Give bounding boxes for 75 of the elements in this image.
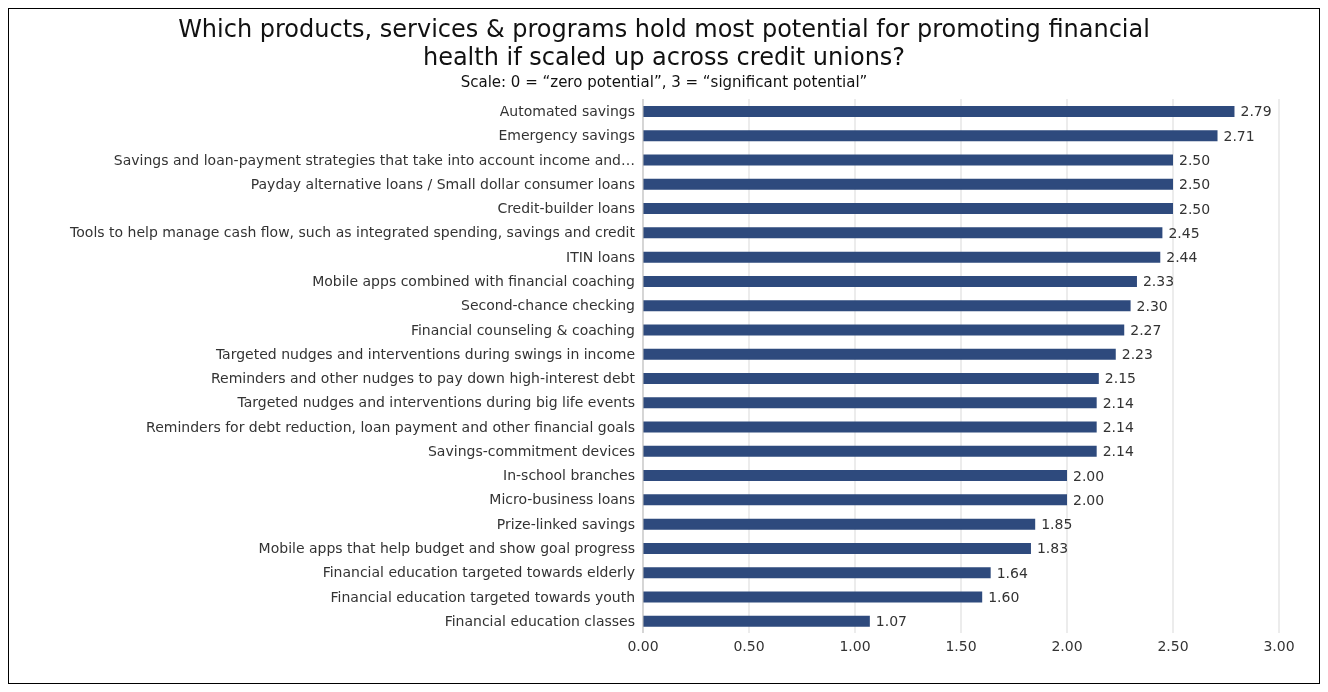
x-tick-label: 0.00: [627, 637, 659, 654]
x-tick-label: 1.00: [839, 637, 871, 654]
y-tick-label: Payday alternative loans / Small dollar consumer loans: [250, 175, 635, 192]
data-label: 2.30: [1136, 297, 1168, 314]
y-tick-label: ITIN loans: [566, 248, 635, 265]
y-tick-label: Micro-business loans: [489, 491, 635, 508]
data-label: 1.83: [1036, 540, 1069, 557]
bar: [643, 348, 1116, 360]
bar: [643, 324, 1125, 336]
bar: [643, 178, 1173, 190]
bar: [643, 106, 1235, 117]
bar: [643, 421, 1097, 433]
bar: [643, 203, 1173, 215]
data-label: 2.33: [1142, 273, 1175, 290]
data-label: 2.15: [1104, 370, 1136, 387]
data-label: 1.85: [1041, 516, 1073, 533]
data-label: 2.14: [1102, 394, 1134, 411]
bar: [643, 518, 1036, 530]
y-tick-label: Targeted nudges and interventions during big life events: [236, 394, 635, 411]
data-label: 2.50: [1179, 152, 1211, 169]
chart-subtitle: Scale: 0 = “zero potential”, 3 = “significant potential”: [459, 73, 869, 91]
y-tick-label: Emergency savings: [498, 127, 635, 144]
x-tick-label: 0.50: [733, 637, 765, 654]
bar: [643, 130, 1218, 142]
y-tick-label: Automated savings: [499, 103, 635, 120]
y-tick-label: Financial education targeted towards elderly: [322, 564, 635, 581]
y-tick-label: Savings-commitment devices: [427, 442, 635, 459]
x-tick-label: 2.50: [1157, 637, 1189, 654]
y-tick-label: Financial education targeted towards youth: [330, 588, 635, 605]
data-label: 1.64: [996, 564, 1028, 581]
x-tick-label: 2.00: [1051, 637, 1083, 654]
x-tick-label: 1.50: [945, 637, 977, 654]
data-label: 2.00: [1073, 491, 1105, 508]
bar: [643, 615, 870, 627]
y-tick-label: Financial counseling & coaching: [410, 321, 635, 338]
y-tick-label: Prize-linked savings: [496, 515, 635, 532]
bar: [643, 591, 983, 603]
bar: [643, 445, 1097, 457]
y-tick-label: Savings and loan-payment strategies that take into account income and…: [113, 151, 635, 168]
bar: [643, 227, 1163, 239]
y-tick-label: Mobile apps that help budget and show goal progress: [258, 540, 635, 557]
data-label: 2.44: [1166, 249, 1198, 266]
bar: [643, 494, 1067, 506]
bar: [643, 300, 1131, 312]
data-label: 1.07: [875, 613, 908, 630]
data-label: 2.14: [1102, 443, 1134, 460]
data-label: 2.23: [1121, 346, 1153, 363]
data-label: 2.71: [1223, 127, 1255, 144]
y-tick-label: Tools to help manage cash flow, such as integrated spending, savings and credit: [69, 224, 636, 241]
data-label: 2.50: [1179, 176, 1211, 193]
y-tick-label: Financial education classes: [444, 612, 635, 629]
y-tick-label: Reminders and other nudges to pay down high-interest debt: [210, 370, 636, 387]
data-label: 2.00: [1073, 467, 1105, 484]
y-tick-label: Credit-builder loans: [497, 200, 635, 217]
bar: [643, 542, 1031, 554]
bar: [643, 275, 1137, 287]
bar: [643, 470, 1067, 482]
y-tick-label: Second-chance checking: [461, 297, 635, 314]
data-label: 2.45: [1168, 224, 1200, 241]
data-label: 1.60: [988, 588, 1020, 605]
x-tick-label: 3.00: [1263, 637, 1295, 654]
bar: [643, 373, 1099, 384]
y-tick-label: Reminders for debt reduction, loan payment and other financial goals: [146, 418, 635, 435]
chart-title: Which products, services & programs hold most potential for promoting financial health if scaled up across credit unions?: [177, 15, 1151, 71]
data-label: 2.14: [1102, 419, 1134, 436]
data-label: 2.50: [1179, 200, 1211, 217]
bar: [643, 251, 1161, 263]
data-label: 2.79: [1240, 103, 1272, 120]
y-tick-label: In-school branches: [503, 467, 635, 484]
data-label: 2.27: [1130, 321, 1162, 338]
y-tick-label: Mobile apps combined with financial coaching: [312, 273, 635, 290]
bar: [643, 567, 991, 579]
y-tick-label: Targeted nudges and interventions during swings in income: [214, 345, 635, 362]
bar: [643, 154, 1173, 166]
bar: [643, 397, 1097, 409]
